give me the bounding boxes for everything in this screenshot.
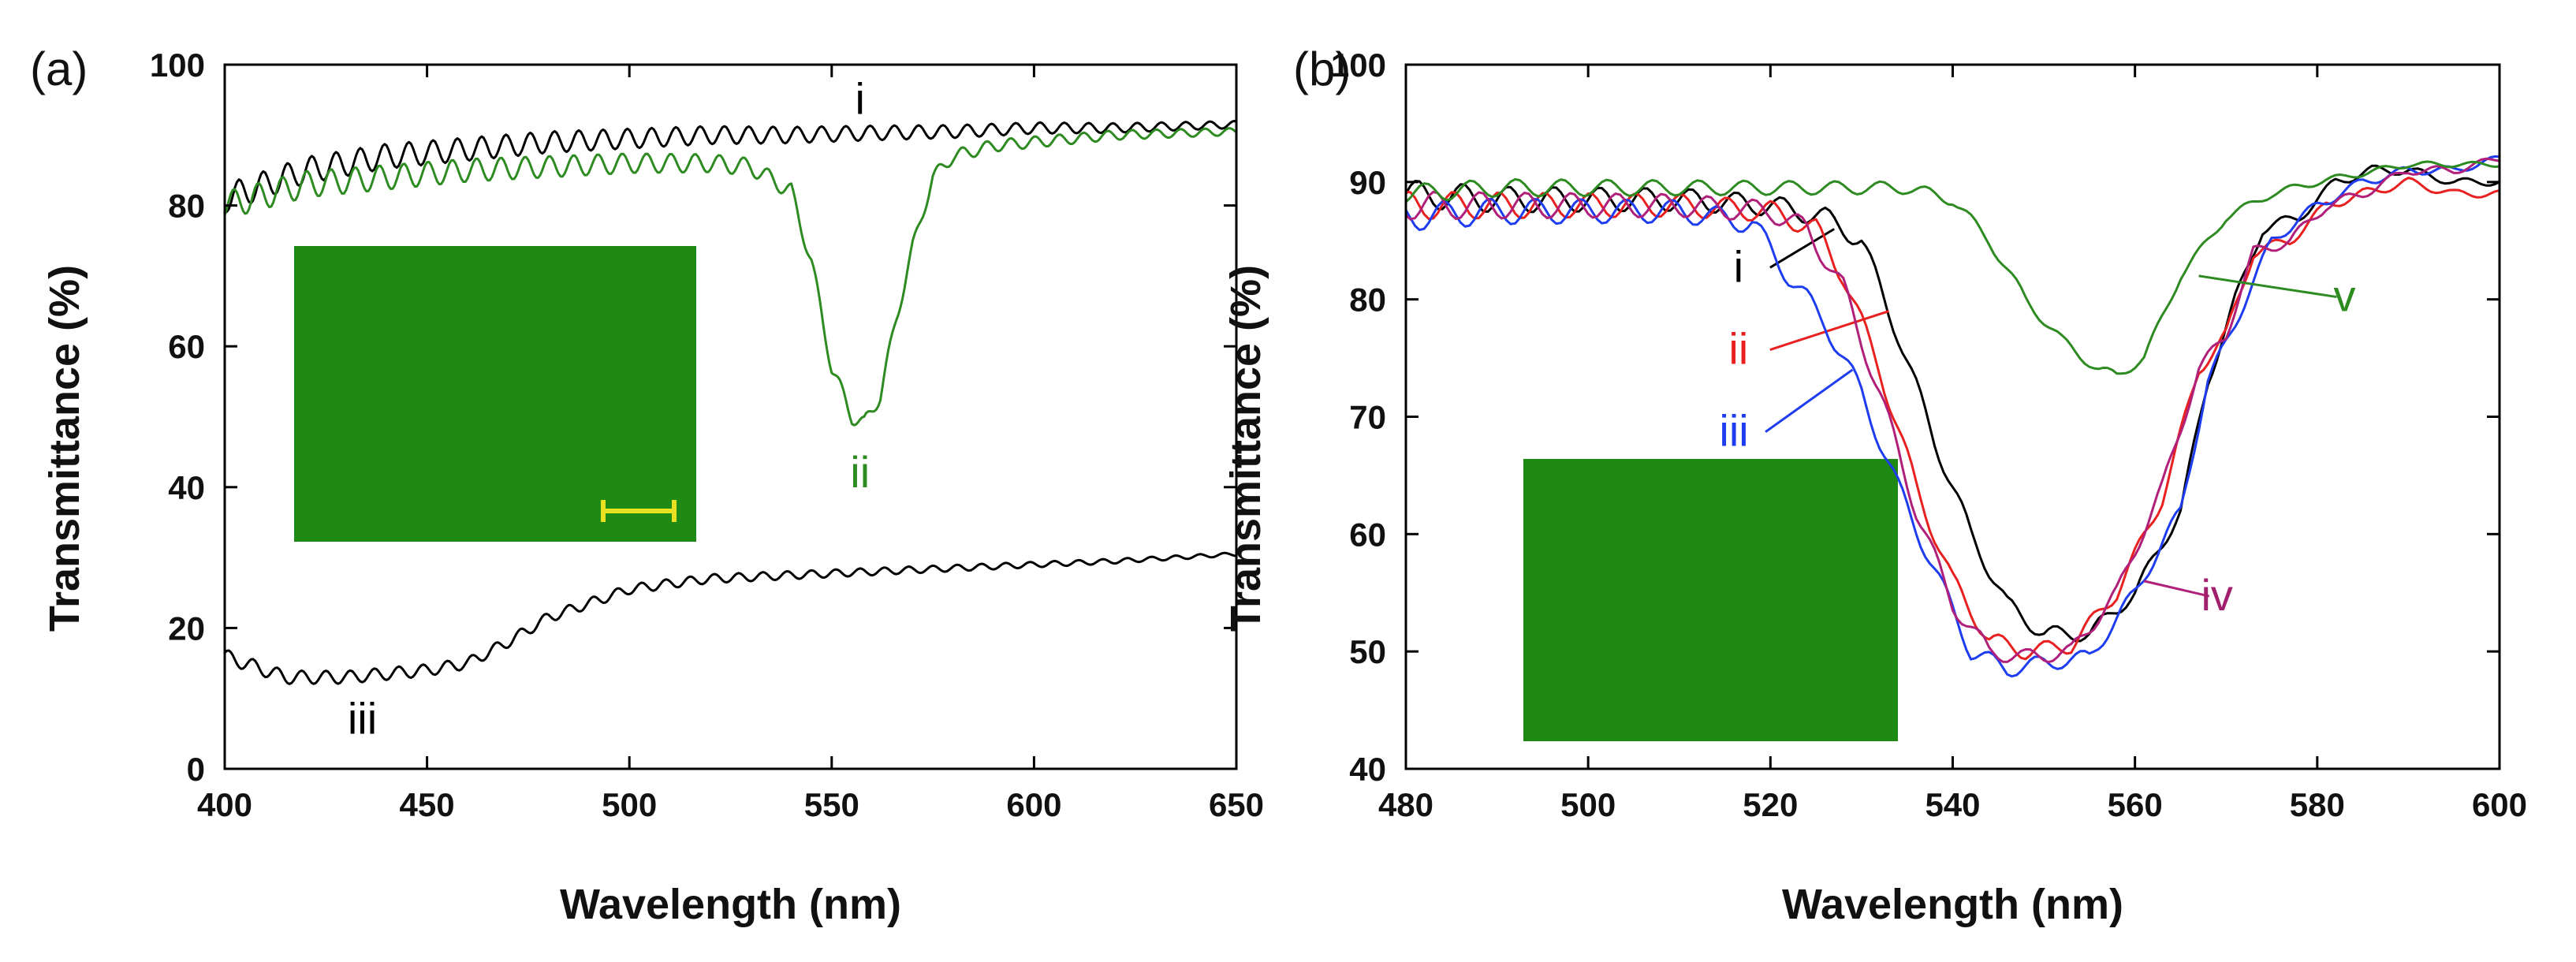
x-tick-label: 600	[1006, 786, 1061, 823]
label-pointer-v	[2198, 274, 2337, 299]
y-tick-label: 40	[1349, 751, 1386, 788]
y-tick-label: 100	[1331, 47, 1386, 84]
series-label-iv: iv	[2201, 570, 2232, 620]
x-axis-title: Wavelength (nm)	[1782, 881, 2123, 928]
y-tick-label: 50	[1349, 633, 1386, 670]
series-label-i: i	[855, 74, 864, 124]
y-axis-title: Transmittance (%)	[41, 265, 88, 632]
x-tick-label: 650	[1209, 786, 1264, 823]
x-tick-label: 580	[2290, 786, 2345, 823]
y-tick-label: 80	[1349, 282, 1386, 319]
y-tick-label: 80	[168, 188, 205, 225]
series-line-iii	[1404, 155, 2500, 678]
scale-bar	[601, 500, 677, 522]
x-tick-label: 500	[1560, 786, 1616, 823]
x-tick-label: 560	[2108, 786, 2163, 823]
series-line-ii	[223, 127, 1237, 427]
x-tick-label: 450	[400, 786, 455, 823]
series-line-i	[1404, 164, 2500, 643]
x-axis-title: Wavelength (nm)	[560, 881, 901, 928]
series-label-v: v	[2334, 271, 2356, 321]
series-line-i	[224, 120, 1237, 214]
x-tick-label: 480	[1378, 786, 1433, 823]
series-label-ii: ii	[850, 447, 870, 497]
y-tick-label: 70	[1349, 399, 1386, 436]
label-pointer-iii	[1765, 368, 1854, 433]
x-tick-label: 520	[1743, 786, 1798, 823]
y-tick-label: 90	[1349, 164, 1386, 201]
y-tick-label: 0	[187, 751, 205, 788]
x-tick-label: 550	[804, 786, 859, 823]
series-label-iii: iii	[1719, 406, 1748, 456]
plot-frame	[223, 63, 1238, 770]
x-tick-label: 400	[197, 786, 252, 823]
x-tick-label: 600	[2472, 786, 2527, 823]
series-line-v	[1404, 160, 2500, 375]
series-label-i: i	[1734, 241, 1743, 291]
inset-micrograph	[1523, 459, 1898, 741]
series-label-ii: ii	[1728, 324, 1748, 374]
series-label-iii: iii	[348, 693, 377, 743]
y-axis-title: Transmittance (%)	[1222, 265, 1269, 632]
x-tick-label: 540	[1925, 786, 1980, 823]
label-pointer-ii	[1769, 310, 1890, 351]
x-tick-label: 500	[602, 786, 657, 823]
y-tick-label: 60	[168, 328, 205, 365]
panel-label: (a)	[30, 43, 88, 95]
panel-label: (b)	[1293, 43, 1351, 95]
y-tick-label: 40	[168, 469, 205, 506]
inset-micrograph	[294, 246, 696, 542]
series-line-iii	[223, 551, 1237, 685]
y-tick-label: 20	[168, 610, 205, 647]
label-pointer-iv	[2143, 580, 2210, 598]
y-tick-label: 100	[150, 47, 205, 84]
series-line-ii	[1405, 177, 2500, 661]
y-tick-label: 60	[1349, 516, 1386, 553]
series-line-iv	[1404, 157, 2500, 664]
